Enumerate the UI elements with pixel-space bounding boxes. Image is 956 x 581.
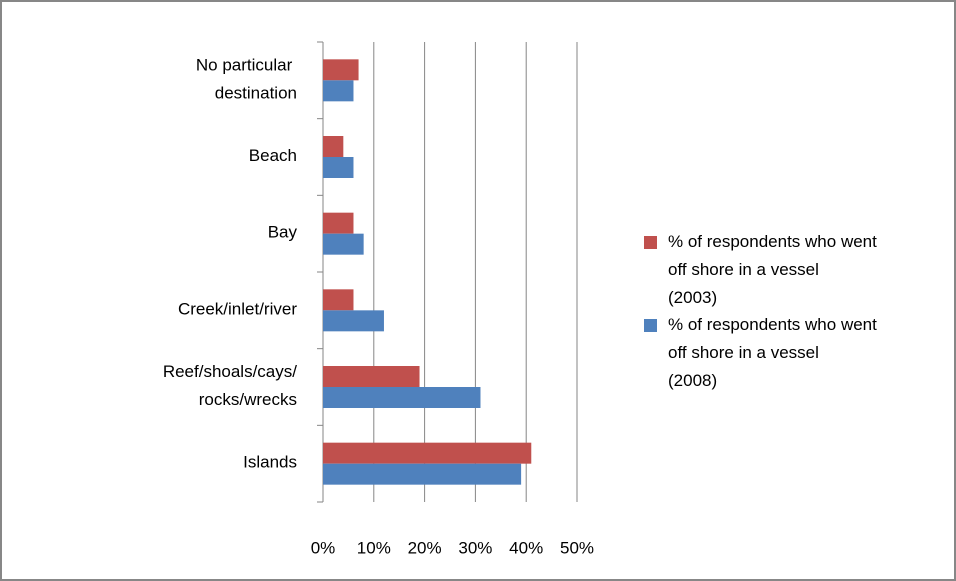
y-tick-label: Islands [243,453,297,472]
y-tick-label: Reef/shoals/cays/rocks/wrecks [163,362,297,409]
bar [323,366,420,387]
x-tick-label: 20% [408,538,442,557]
x-tick-label: 10% [357,538,391,557]
bar [323,59,359,81]
y-tick-label: Bay [268,223,298,242]
bar [323,212,354,234]
legend-label: % of respondents who went off shore in a… [668,315,882,390]
bar [323,157,354,178]
bar [323,442,532,464]
bar [323,80,354,102]
bar [323,136,344,157]
legend-swatch [644,236,657,249]
bar [323,387,481,408]
y-tick-label: Beach [249,146,297,165]
x-tick-label: 30% [458,538,492,557]
x-tick-label: 0% [311,538,336,557]
legend-label: % of respondents who went off shore in a… [668,232,882,307]
x-tick-label: 50% [560,538,594,557]
bar [323,233,364,255]
y-tick-label: Creek/inlet/river [178,300,297,319]
bar [323,289,354,311]
x-tick-label: 40% [509,538,543,557]
y-tick-label: No particular destination [196,56,297,103]
legend-swatch [644,319,657,332]
bar [323,463,522,485]
bar [323,310,384,332]
